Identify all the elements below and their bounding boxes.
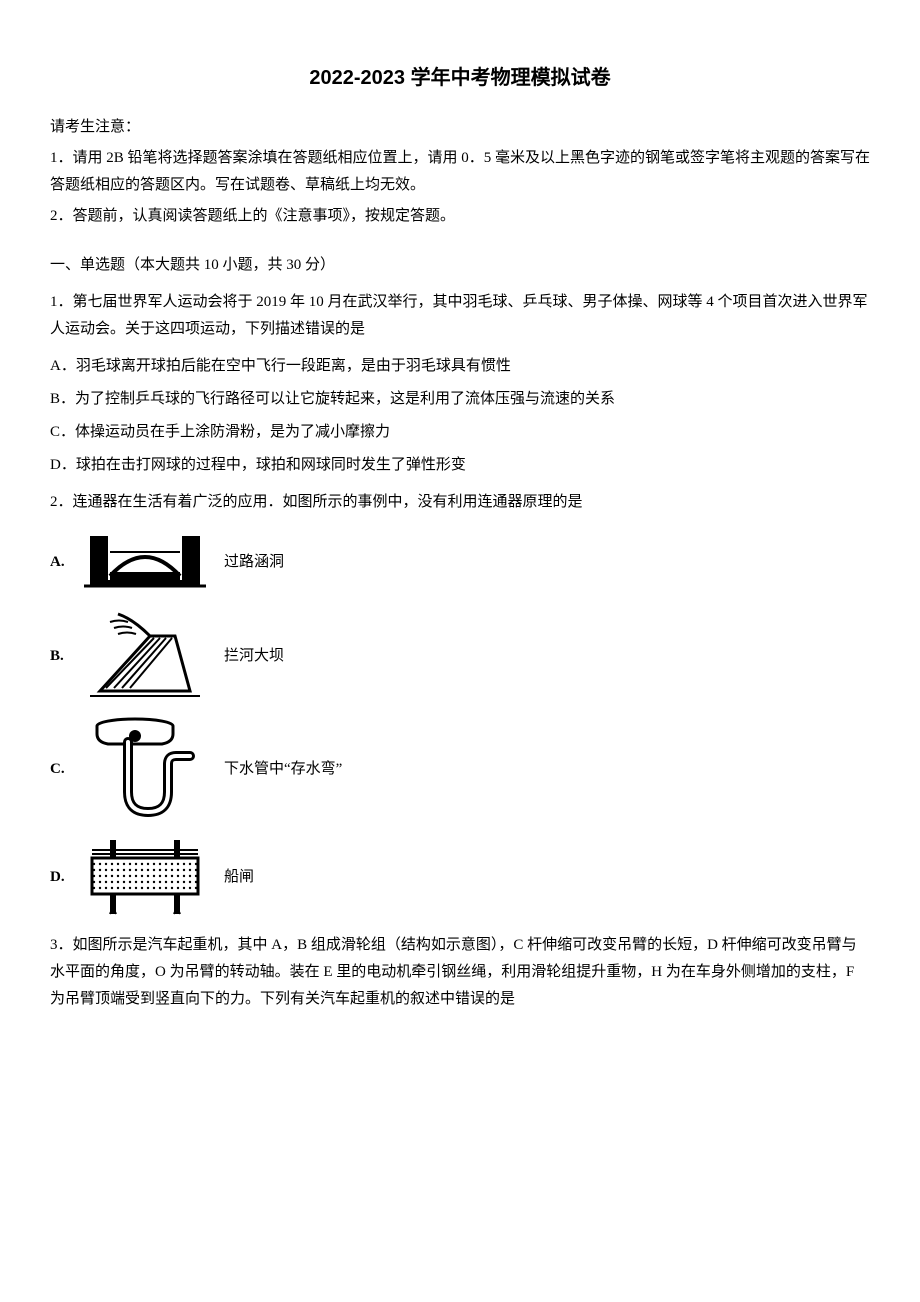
question-1-option-d: D．球拍在击打网球的过程中，球拍和网球同时发生了弹性形变 (50, 452, 870, 479)
option-label: 下水管中“存水弯” (224, 756, 342, 783)
page-title: 2022-2023 学年中考物理模拟试卷 (50, 60, 870, 96)
question-1-option-c: C．体操运动员在手上涂防滑粉，是为了减小摩擦力 (50, 419, 870, 446)
drain-trap-figure (80, 714, 210, 824)
question-2-option-d: D. 船闸 (50, 832, 870, 922)
notice-line-1: 1．请用 2B 铅笔将选择题答案涂填在答题纸相应位置上，请用 0．5 毫米及以上… (50, 145, 870, 199)
ship-lock-figure (80, 832, 210, 922)
culvert-figure (80, 526, 210, 598)
notice-header: 请考生注意： (50, 114, 870, 141)
question-1-stem: 1．第七届世界军人运动会将于 2019 年 10 月在武汉举行，其中羽毛球、乒乓… (50, 289, 870, 343)
option-label: 拦河大坝 (224, 643, 284, 670)
option-label: 过路涵洞 (224, 549, 284, 576)
question-3-stem: 3．如图所示是汽车起重机，其中 A，B 组成滑轮组（结构如示意图），C 杆伸缩可… (50, 932, 870, 1013)
section-1-header: 一、单选题（本大题共 10 小题，共 30 分） (50, 252, 870, 279)
question-2-option-a: A. 过路涵洞 (50, 526, 870, 598)
question-2-option-b: B. 拦河大坝 (50, 606, 870, 706)
question-2-option-c: C. 下水管中“存水弯” (50, 714, 870, 824)
option-letter: D. (50, 864, 72, 891)
dam-figure (80, 606, 210, 706)
question-1-option-a: A．羽毛球离开球拍后能在空中飞行一段距离，是由于羽毛球具有惯性 (50, 353, 870, 380)
option-letter: A. (50, 549, 72, 576)
option-letter: C. (50, 756, 72, 783)
question-1-option-b: B．为了控制乒乓球的飞行路径可以让它旋转起来，这是利用了流体压强与流速的关系 (50, 386, 870, 413)
question-2-stem: 2．连通器在生活有着广泛的应用．如图所示的事例中，没有利用连通器原理的是 (50, 489, 870, 516)
option-letter: B. (50, 643, 72, 670)
option-label: 船闸 (224, 864, 254, 891)
notice-line-2: 2．答题前，认真阅读答题纸上的《注意事项》，按规定答题。 (50, 203, 870, 230)
